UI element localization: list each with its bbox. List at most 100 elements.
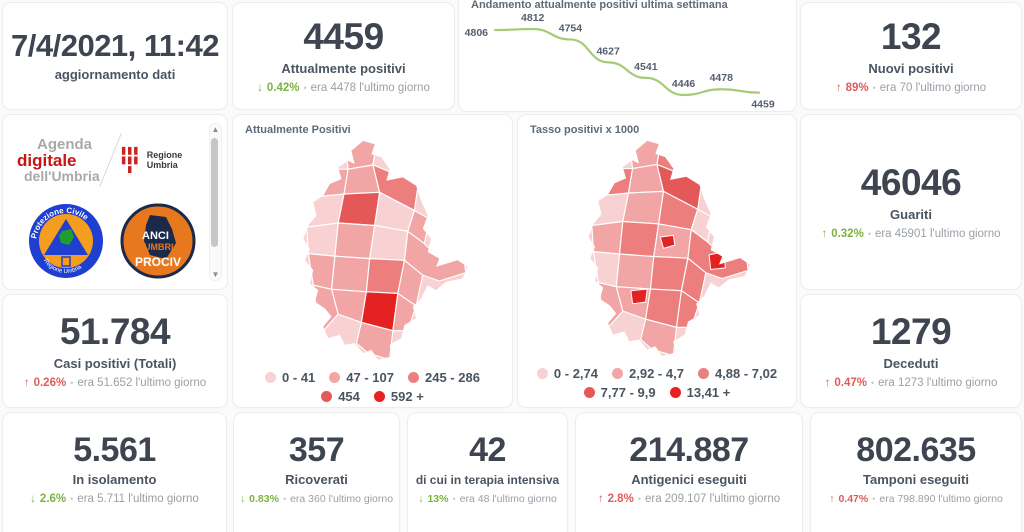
- legend-color-dot: [536, 368, 548, 379]
- protezione-civile-logo: Protezione Civile Regione Umbria: [29, 204, 103, 278]
- legend-item: 592 +: [373, 389, 424, 404]
- delta-percent: 89%: [845, 81, 869, 94]
- kpi-label: di cui in terapia intensiva: [415, 472, 560, 487]
- card-guariti: 46046 Guariti ↑ 0.32% • era 45901 l'ulti…: [800, 114, 1022, 290]
- svg-text:ANCI: ANCI: [142, 230, 169, 242]
- trend-up-icon: ↑: [23, 376, 30, 389]
- card-antigenici: 214.887 Antigenici eseguiti ↑ 2.8% • era…: [575, 412, 803, 532]
- legend-color-dot: [612, 368, 623, 379]
- agenda-digitale-logo: Agenda digitale dell'Umbria: [17, 135, 100, 185]
- card-map-attualmente-positivi: Attualmente Positivi 0 - 41 47 - 107 245 -…: [232, 114, 513, 408]
- scrollbar-up-arrow[interactable]: ▲: [211, 125, 220, 134]
- legend-item: 4,88 - 7,02: [697, 366, 778, 381]
- logo-row-bottom: Protezione Civile Regione Umbria ANCI UM…: [17, 203, 207, 279]
- legend-item: 7,77 - 9,9: [583, 385, 656, 400]
- kpi-delta: ↑ 0.26% • era 51.652 l'ultimo giorno: [24, 377, 206, 389]
- kpi-value: 4459: [303, 16, 384, 58]
- scrollbar-down-arrow[interactable]: ▼: [211, 270, 220, 279]
- map-container: [518, 136, 796, 364]
- legend-color-dot: [321, 391, 333, 402]
- legend-item: 13,41 +: [669, 385, 731, 400]
- card-nuovi-positivi: 132 Nuovi positivi ↑ 89% • era 70 l'ulti…: [800, 2, 1022, 110]
- card-terapia-intensiva: 42 di cui in terapia intensiva ↓ 13% • e…: [407, 412, 568, 532]
- previous-value: era 51.652 l'ultimo giorno: [77, 376, 207, 389]
- separator-dot: •: [70, 494, 74, 505]
- svg-text:4459: 4459: [751, 99, 775, 109]
- delta-percent: 0.47%: [838, 493, 869, 506]
- chart-title: Andamento attualmente positivi ultima se…: [471, 0, 728, 11]
- legend-item: 47 - 107: [329, 370, 394, 385]
- legend-color-dot: [373, 391, 385, 402]
- delta-percent: 2.6%: [39, 493, 67, 506]
- legend-color-dot: [697, 368, 709, 379]
- svg-text:4478: 4478: [710, 72, 734, 84]
- svg-text:4541: 4541: [634, 61, 658, 73]
- map-legend: 0 - 41 47 - 107 245 - 286 454 592 +: [233, 368, 512, 412]
- kpi-label: Casi positivi (Totali): [53, 355, 177, 371]
- choropleth-map-umbria[interactable]: [543, 136, 771, 364]
- legend-item: 245 - 286: [408, 370, 480, 385]
- kpi-delta: ↑ 2.8% • era 209.107 l'ultimo giorno: [598, 493, 780, 505]
- card-isolamento: 5.561 In isolamento ↓ 2.6% • era 5.711 l…: [2, 412, 227, 532]
- kpi-value: 802.635: [856, 430, 976, 469]
- trend-down-icon: ↓: [418, 492, 424, 505]
- card-casi-totali: 51.784 Casi positivi (Totali) ↑ 0.26% • …: [2, 294, 228, 408]
- legend-label: 454: [338, 389, 360, 404]
- kpi-value: 5.561: [73, 430, 156, 469]
- previous-value: era 70 l'ultimo giorno: [879, 81, 987, 94]
- kpi-value: 132: [880, 16, 942, 58]
- svg-text:4806: 4806: [465, 27, 489, 39]
- legend-label: 245 - 286: [425, 370, 480, 385]
- legend-label: 0 - 2,74: [553, 366, 598, 381]
- kpi-delta: ↓ 2.6% • era 5.711 l'ultimo giorno: [30, 493, 199, 505]
- trend-up-icon: ↑: [824, 376, 831, 389]
- kpi-value: 51.784: [59, 311, 171, 353]
- previous-value: era 5.711 l'ultimo giorno: [77, 493, 199, 506]
- kpi-label: Tamponi eseguiti: [863, 472, 969, 488]
- kpi-delta: ↑ 0.47% • era 798.890 l'ultimo giorno: [829, 493, 1003, 505]
- previous-value: era 45901 l'ultimo giorno: [874, 227, 1001, 240]
- kpi-delta: ↓ 0.83% • era 360 l'ultimo giorno: [240, 493, 393, 505]
- card-ricoverati: 357 Ricoverati ↓ 0.83% • era 360 l'ultim…: [233, 412, 400, 532]
- delta-percent: 0.42%: [266, 81, 300, 94]
- separator-dot: •: [871, 377, 875, 388]
- kpi-value: 42: [469, 431, 506, 470]
- legend-color-dot: [329, 372, 341, 383]
- svg-text:PROCIV: PROCIV: [135, 255, 181, 269]
- map-title: Attualmente Positivi: [245, 124, 351, 136]
- trend-up-icon: ↑: [829, 493, 835, 506]
- trend-up-icon: ↑: [835, 81, 842, 94]
- previous-value: era 48 l'ultimo giorno: [459, 492, 557, 505]
- legend-label: 4,88 - 7,02: [714, 366, 778, 381]
- delta-percent: 0.26%: [33, 376, 67, 389]
- previous-value: era 360 l'ultimo giorno: [290, 493, 394, 506]
- scrollbar-thumb[interactable]: [211, 138, 218, 248]
- card-tamponi: 802.635 Tamponi eseguiti ↑ 0.47% • era 7…: [810, 412, 1022, 532]
- logo-row-top: Agenda digitale dell'Umbria Regione Umbr…: [17, 131, 207, 189]
- trend-down-icon: ↓: [30, 493, 36, 506]
- legend-item: 0 - 2,74: [536, 366, 598, 381]
- kpi-label: In isolamento: [72, 472, 157, 488]
- delta-percent: 2.8%: [607, 493, 634, 506]
- scrollbar[interactable]: ▲ ▼: [209, 123, 222, 281]
- trend-down-icon: ↓: [239, 493, 246, 506]
- card-map-tasso-positivi: Tasso positivi x 1000 0 - 2,74 2,92 - 4,7…: [517, 114, 797, 408]
- choropleth-map-umbria[interactable]: [257, 136, 489, 368]
- card-deceduti: 1279 Deceduti ↑ 0.47% • era 1273 l'ultim…: [800, 294, 1022, 408]
- separator-dot: •: [867, 228, 871, 239]
- legend-color-dot: [265, 372, 277, 383]
- legend-label: 13,41 +: [686, 385, 731, 400]
- previous-value: era 209.107 l'ultimo giorno: [644, 493, 781, 506]
- kpi-delta: ↑ 89% • era 70 l'ultimo giorno: [836, 82, 986, 94]
- separator-dot: •: [70, 377, 74, 388]
- delta-percent: 0.47%: [834, 376, 867, 389]
- delta-percent: 13%: [427, 492, 449, 505]
- previous-value: era 1273 l'ultimo giorno: [878, 376, 998, 389]
- legend-label: 0 - 41: [282, 370, 316, 385]
- separator-dot: •: [872, 82, 876, 93]
- svg-text:4446: 4446: [672, 78, 696, 90]
- separator-dot: •: [872, 494, 876, 505]
- line-chart-attualmente-positivi[interactable]: 4806 4812 4754 4627 4541 4446 4478 4459: [459, 11, 794, 111]
- kpi-value: 214.887: [629, 430, 749, 469]
- kpi-value: 357: [288, 430, 345, 469]
